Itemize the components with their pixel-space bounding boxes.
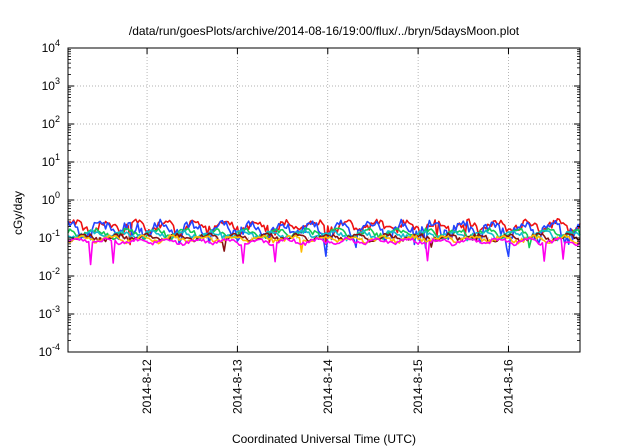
series-line-5: [67, 232, 581, 252]
series-layer: [67, 218, 581, 266]
y-tick-label: 10-4: [39, 342, 60, 359]
y-tick-label: 101: [42, 152, 60, 169]
y-tick-label: 100: [42, 190, 60, 207]
x-tick-label: 2014-8-16: [501, 359, 515, 414]
x-tick-label: 2014-8-13: [230, 359, 244, 414]
y-tick-label: 102: [42, 114, 60, 131]
y-axis-label: cGy/day: [11, 191, 25, 235]
series-line-7: [67, 237, 581, 266]
y-tick-label: 10-2: [39, 266, 60, 283]
grid-lines: [68, 48, 580, 352]
y-tick-label: 10-1: [39, 228, 60, 245]
x-tick-label: 2014-8-14: [321, 359, 335, 414]
y-tick-label: 103: [42, 76, 60, 93]
y-tick-label: 104: [42, 38, 60, 55]
y-tick-label: 10-3: [39, 304, 60, 321]
x-tick-label: 2014-8-15: [411, 359, 425, 414]
series-line-6: [67, 234, 581, 253]
chart-title: /data/run/goesPlots/archive/2014-08-16/1…: [129, 24, 520, 38]
y-axis-ticks: 10-4 10-3 10-2 10-1 100 101 102 103 104: [39, 38, 580, 359]
x-tick-label: 2014-8-12: [140, 359, 154, 414]
x-axis-ticks: 2014-8-12 2014-8-13 2014-8-14 2014-8-15 2014…: [140, 48, 515, 414]
x-axis-label: Coordinated Universal Time (UTC): [232, 432, 416, 446]
